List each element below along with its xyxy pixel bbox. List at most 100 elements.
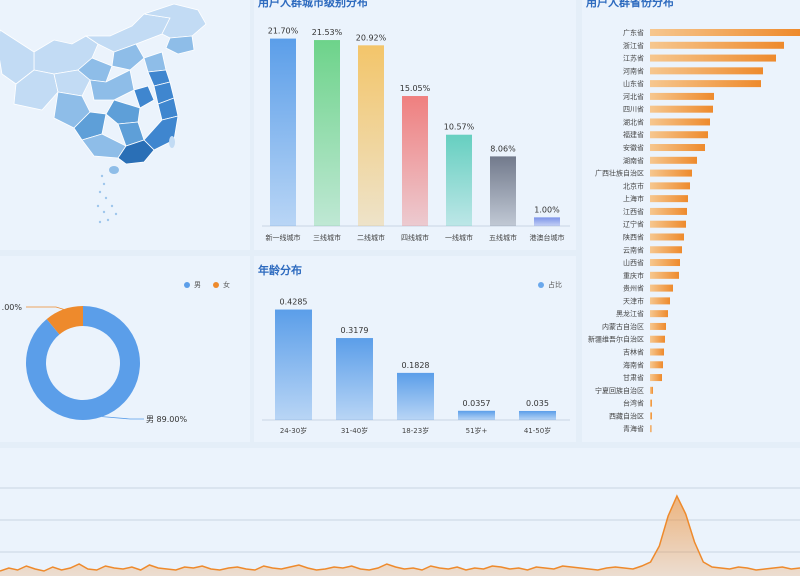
province-label: 江西省 <box>623 207 644 216</box>
tier-bar <box>358 45 384 227</box>
trend-chart <box>0 487 800 576</box>
province-label: 江苏省 <box>623 54 644 63</box>
shanxi-region <box>111 43 145 71</box>
province-bar <box>650 361 663 369</box>
gender-panel: 男 女 男 89.00% .00% <box>0 256 250 442</box>
south-sea-island <box>110 204 114 208</box>
province-bar <box>650 425 652 433</box>
tier-value-label: 10.57% <box>444 123 475 132</box>
tier-category-label: 一线城市 <box>445 233 473 242</box>
province-label: 北京市 <box>623 181 644 190</box>
province-label: 河北省 <box>623 92 644 101</box>
province-bar <box>650 41 784 49</box>
guangdong-region <box>117 139 155 165</box>
legend-male-label: 男 <box>194 281 201 289</box>
age-bar <box>336 338 373 420</box>
province-label: 贵州省 <box>623 284 644 293</box>
tier-bar <box>534 217 560 226</box>
male-leader-line <box>102 416 144 420</box>
age-bar <box>275 309 312 420</box>
tier-bar <box>270 38 296 226</box>
tier-category-label: 三线城市 <box>313 233 341 242</box>
tier-value-label: 21.70% <box>268 27 299 36</box>
city-tier-panel: 用户人群城市级别分布 21.70% 新一线城市 21.53% 三线城市 20.92% 二线… <box>254 0 576 250</box>
province-bar <box>650 195 688 203</box>
tier-category-label: 二线城市 <box>357 233 385 242</box>
province-label: 陕西省 <box>623 232 644 241</box>
province-bar <box>650 233 684 241</box>
province-label: 广西壮族自治区 <box>595 169 644 178</box>
age-bar <box>519 410 556 420</box>
tier-value-label: 15.05% <box>400 84 431 93</box>
province-bar <box>650 144 705 152</box>
province-label: 青海省 <box>623 424 644 433</box>
province-bar <box>650 118 710 126</box>
province-bar <box>650 169 692 177</box>
age-category-label: 31-40岁 <box>341 426 368 435</box>
province-label: 甘肃省 <box>623 373 644 382</box>
south-sea-island <box>102 182 106 186</box>
trend-area <box>0 496 800 576</box>
south-sea-island <box>114 212 118 216</box>
province-bar <box>650 399 652 407</box>
tier-value-label: 1.00% <box>534 205 560 214</box>
province-bar <box>650 80 761 88</box>
province-bar <box>650 271 679 279</box>
tier-value-label: 20.92% <box>356 33 387 42</box>
map-panel <box>0 0 250 250</box>
trend-line <box>0 494 800 572</box>
tier-category-label: 港澳台城市 <box>530 233 565 242</box>
province-bar <box>650 259 680 267</box>
henan-region <box>133 85 155 109</box>
inner-mongolia-region <box>84 13 171 53</box>
south-sea-island <box>96 204 100 208</box>
province-label: 山西省 <box>623 258 644 267</box>
province-label: 台湾省 <box>623 399 644 408</box>
province-bar <box>650 67 763 75</box>
female-percent-label: .00% <box>2 303 23 312</box>
gender-donut-chart: 男 89.00% .00% <box>2 303 188 424</box>
province-label: 天津市 <box>623 296 644 305</box>
taiwan-island <box>169 136 175 148</box>
hebei-region <box>143 51 167 73</box>
province-label: 黑龙江省 <box>616 309 644 318</box>
province-label: 福建省 <box>623 130 644 139</box>
age-category-label: 24-30岁 <box>280 426 307 435</box>
province-label: 内蒙古自治区 <box>602 322 644 331</box>
tier-value-label: 21.53% <box>312 28 343 37</box>
hubei-region <box>105 99 141 125</box>
south-sea-island <box>100 174 104 178</box>
province-label: 四川省 <box>623 105 644 114</box>
province-bar <box>650 105 713 113</box>
age-value-label: 0.035 <box>526 399 549 408</box>
qinghai-region <box>53 69 91 97</box>
tier-category-label: 新一线城市 <box>266 233 301 242</box>
age-chart: 0.4285 24-30岁 0.3179 31-40岁 0.1828 18-23岁 0.03… <box>262 298 570 435</box>
province-bar <box>650 335 665 343</box>
tier-category-label: 五线城市 <box>489 233 517 242</box>
south-sea-island <box>102 210 106 214</box>
province-bar <box>650 220 686 228</box>
south-sea-island <box>106 218 110 222</box>
province-bar <box>650 322 666 330</box>
province-bar <box>650 246 682 254</box>
province-label: 湖南省 <box>623 156 644 165</box>
province-label: 上海市 <box>623 194 644 203</box>
female-leader-line <box>26 306 64 310</box>
province-bar <box>650 29 800 36</box>
south-sea-island <box>98 190 102 194</box>
province-title: 用户人群省份分布 <box>586 0 674 9</box>
age-category-label: 51岁+ <box>466 426 488 435</box>
province-label: 湖北省 <box>623 117 644 126</box>
province-label: 吉林省 <box>623 348 644 357</box>
female-slice <box>46 306 83 335</box>
province-chart: 广东省浙江省江苏省河南省山东省河北省四川省湖北省福建省安徽省湖南省广西壮族自治区… <box>588 28 800 433</box>
province-bar <box>650 92 714 100</box>
province-bar <box>650 374 662 382</box>
province-bar <box>650 412 652 420</box>
south-sea-island <box>104 196 108 200</box>
province-bar <box>650 284 673 292</box>
province-label: 云南省 <box>623 245 644 254</box>
hainan-island <box>109 166 119 174</box>
tier-bar <box>490 156 516 226</box>
